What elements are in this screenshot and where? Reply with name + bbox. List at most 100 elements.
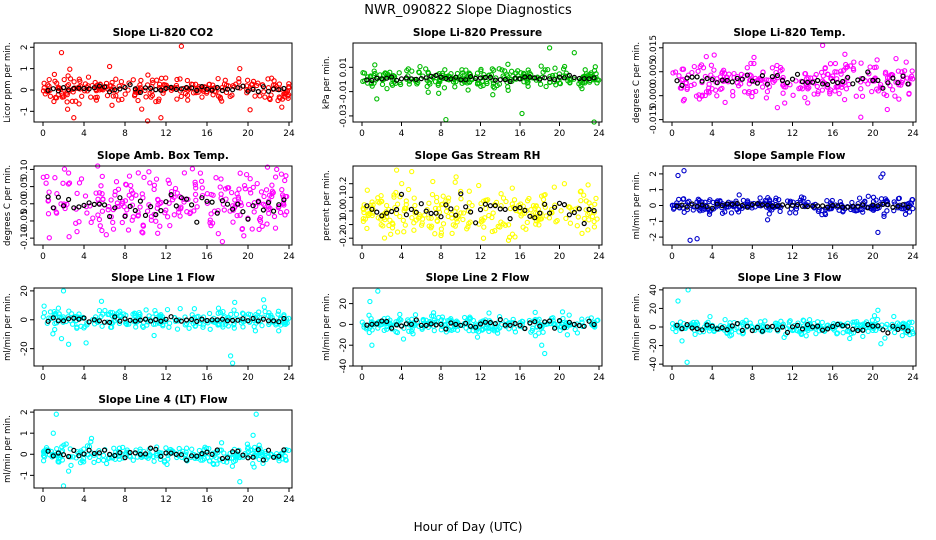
data-point xyxy=(453,174,459,180)
reference-point xyxy=(122,213,128,219)
reference-point xyxy=(850,81,856,87)
data-point xyxy=(64,99,70,105)
data-point xyxy=(521,71,527,77)
reference-point xyxy=(699,202,705,208)
reference-point xyxy=(799,326,806,332)
data-point xyxy=(523,226,529,232)
data-point xyxy=(394,201,401,207)
data-point xyxy=(532,333,539,339)
data-point xyxy=(776,203,783,209)
data-point xyxy=(874,316,881,323)
data-point xyxy=(769,65,776,71)
reference-point xyxy=(729,201,735,207)
data-point xyxy=(71,79,77,85)
reference-point xyxy=(571,321,577,327)
data-point xyxy=(578,197,584,204)
reference-point xyxy=(153,316,159,323)
data-point xyxy=(884,208,890,214)
plot-frame xyxy=(33,287,293,367)
data-point xyxy=(258,189,265,195)
data-point xyxy=(593,71,599,77)
outlier-point xyxy=(237,479,243,485)
data-point xyxy=(568,77,574,83)
data-point xyxy=(417,63,423,70)
reference-point xyxy=(704,75,710,82)
reference-point xyxy=(860,75,866,82)
data-point xyxy=(87,203,93,209)
reference-point xyxy=(379,213,385,219)
data-point xyxy=(700,65,707,71)
data-point xyxy=(577,189,584,195)
data-point xyxy=(567,220,574,226)
data-point xyxy=(591,224,598,230)
data-point xyxy=(674,200,680,206)
reference-point xyxy=(408,321,414,327)
data-point xyxy=(387,69,393,75)
reference-point xyxy=(517,76,523,82)
data-point xyxy=(66,180,73,186)
data-point xyxy=(553,219,559,225)
x-axis: 0 4 8 12 16 20 24 xyxy=(359,122,605,139)
reference-point xyxy=(809,79,816,85)
data-point xyxy=(895,324,901,331)
reference-point xyxy=(50,86,56,92)
data-point xyxy=(765,327,771,333)
data-point xyxy=(365,211,371,217)
reference-point xyxy=(729,79,735,85)
data-point xyxy=(98,298,105,304)
data-point xyxy=(234,212,240,219)
reference-point xyxy=(586,76,592,82)
data-point xyxy=(777,208,783,215)
reference-point xyxy=(819,81,826,87)
reference-point xyxy=(86,86,92,92)
y-tick-label: 2 xyxy=(20,44,30,50)
reference-point xyxy=(65,196,72,203)
reference-point xyxy=(281,315,287,322)
y-tick-label: 0 xyxy=(20,451,30,457)
outlier-point xyxy=(819,42,826,49)
data-point xyxy=(432,231,438,237)
x-tick-label: 12 xyxy=(160,252,171,262)
data-point xyxy=(215,230,221,237)
data-point xyxy=(195,313,201,320)
reference-point xyxy=(418,322,424,328)
reference-point xyxy=(255,318,261,324)
outlier-point xyxy=(65,468,72,474)
data-point xyxy=(143,94,149,100)
reference-point xyxy=(76,85,82,91)
reference-point xyxy=(487,203,493,209)
reference-point xyxy=(230,206,236,212)
data-point xyxy=(91,459,97,466)
data-point xyxy=(491,67,497,73)
data-point xyxy=(231,307,237,313)
data-point xyxy=(585,211,591,218)
outlier-point xyxy=(539,342,545,348)
data-point xyxy=(397,213,403,220)
reference-point xyxy=(60,203,67,209)
data-point xyxy=(730,93,736,99)
reference-point xyxy=(168,84,174,91)
series-points xyxy=(360,45,602,125)
reference-point xyxy=(178,86,184,92)
reference-point xyxy=(158,208,164,214)
reference-point xyxy=(512,75,518,81)
data-point xyxy=(591,319,598,326)
data-point xyxy=(87,454,93,460)
reference-point xyxy=(468,209,474,215)
data-point xyxy=(553,82,559,88)
data-point xyxy=(176,445,182,452)
data-point xyxy=(280,200,287,206)
data-point xyxy=(708,62,715,68)
data-point xyxy=(177,76,183,82)
data-point xyxy=(428,225,434,231)
data-point xyxy=(776,196,782,203)
reference-point xyxy=(865,205,871,211)
reference-point xyxy=(250,315,256,322)
data-point xyxy=(549,210,555,216)
data-point xyxy=(696,92,702,98)
data-point xyxy=(907,75,914,81)
reference-point xyxy=(789,202,796,208)
reference-point xyxy=(900,324,906,330)
reference-point xyxy=(814,203,821,209)
data-point xyxy=(579,230,585,237)
